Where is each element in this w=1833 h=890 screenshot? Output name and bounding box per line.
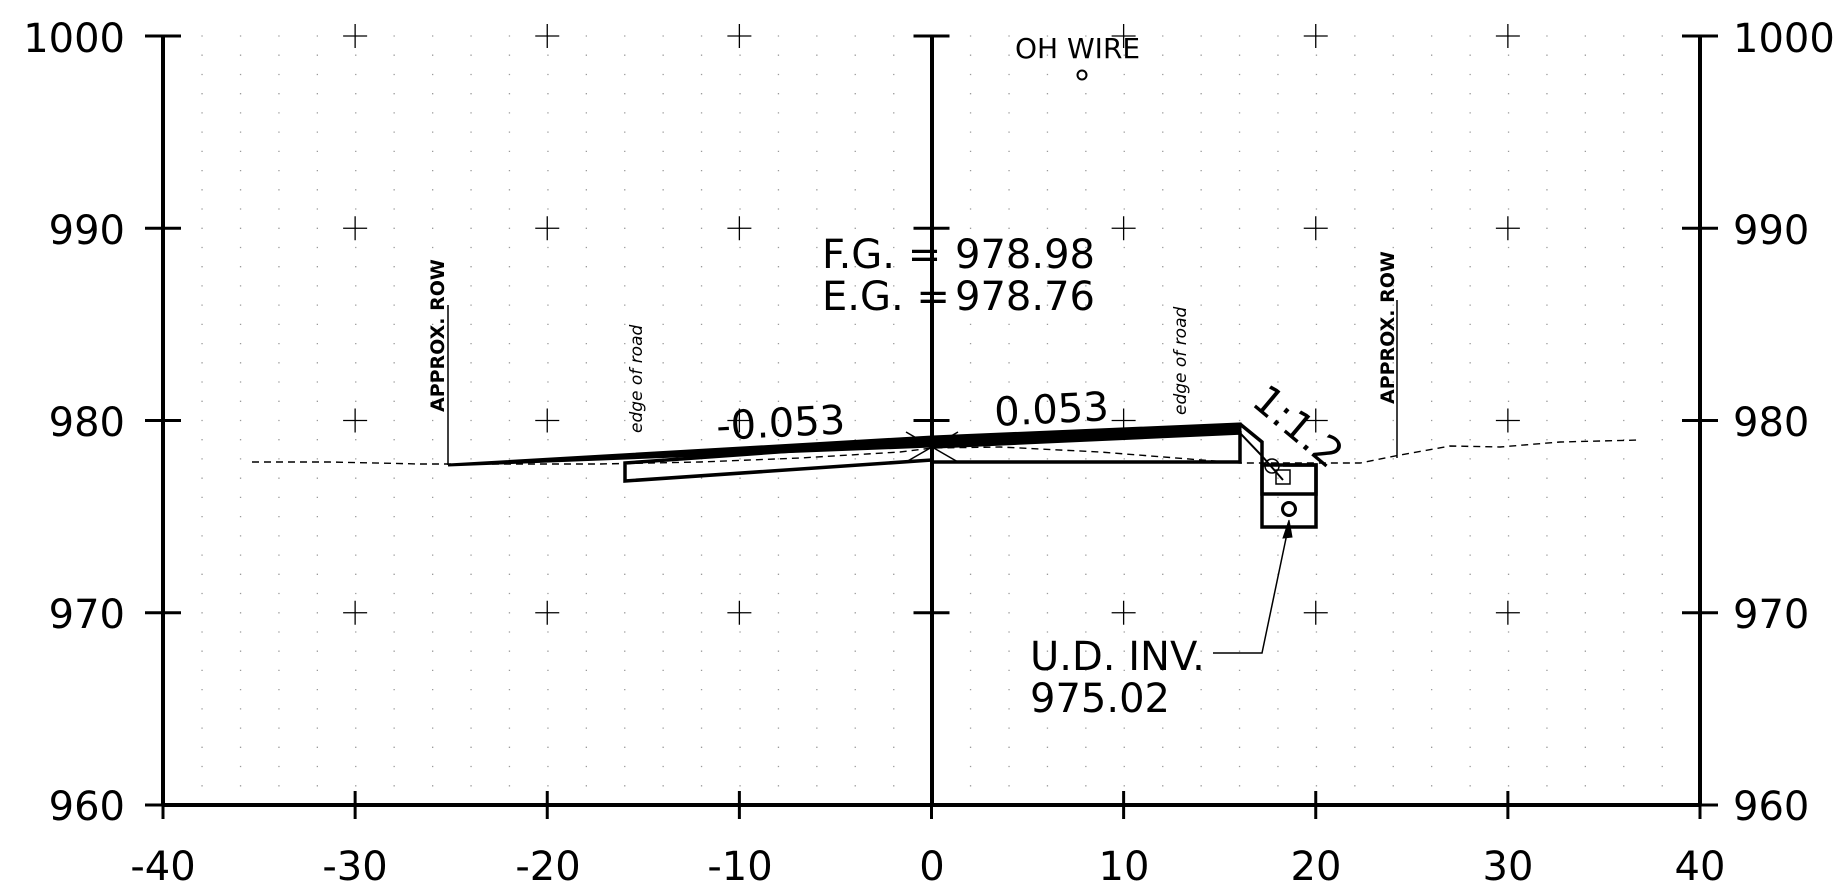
center-mark-b [905, 431, 959, 463]
grid-cross [343, 216, 368, 241]
grid-cross [343, 408, 368, 433]
x-tick-label: -30 [322, 844, 387, 890]
x-tick-label: -40 [130, 844, 195, 890]
underdrain-trench [1260, 463, 1318, 529]
grid-cross [727, 408, 752, 433]
y-tick-label: 980 [1733, 400, 1809, 446]
x-tick-labels: -40 -30 -20 -10 0 10 20 30 40 [130, 844, 1725, 890]
grid-crosses [343, 24, 1520, 625]
fg-value: 978.98 [955, 232, 1095, 278]
approx-row-left-label: APPROX. ROW [427, 259, 449, 412]
y-tick-label: 1000 [23, 16, 125, 62]
grid-cross [727, 600, 752, 625]
grid-cross [535, 408, 560, 433]
eg-value: 978.76 [955, 274, 1095, 320]
y-tick-labels-right: 960 970 980 990 1000 [1733, 16, 1833, 830]
x-tick-label: 20 [1291, 844, 1342, 890]
edge-of-road-right-label: edge of road [1171, 306, 1191, 415]
grid-cross [1495, 408, 1520, 433]
ud-inv-leader [1213, 523, 1290, 654]
grid-cross [1495, 24, 1520, 48]
y-tick-label: 980 [49, 400, 125, 446]
underdrain-pipe [1281, 501, 1297, 517]
trench-detail-circle [1264, 458, 1280, 474]
grid-cross [727, 24, 752, 48]
x-tick-label: 10 [1099, 844, 1150, 890]
slope-right-label: 0.053 [993, 384, 1110, 436]
grid-cross [1111, 24, 1136, 48]
finished-grade-wedge [447, 422, 1242, 467]
y-tick-label: 990 [49, 208, 125, 254]
grid-cross [535, 216, 560, 241]
edge-of-road-left-label: edge of road [627, 324, 647, 433]
proposed-section [447, 69, 1398, 654]
y-tick-label: 960 [1733, 784, 1809, 830]
x-tick-label: -20 [515, 844, 580, 890]
ud-inv-arrowhead [1282, 519, 1293, 539]
grid-cross [1495, 600, 1520, 625]
grid-cross [1303, 600, 1328, 625]
y-tick-label: 970 [1733, 592, 1809, 638]
approx-row-right-label: APPROX. ROW [1377, 251, 1399, 404]
y-tick-label: 990 [1733, 208, 1809, 254]
oh-wire-marker [1076, 69, 1088, 81]
x-tick-label: -10 [707, 844, 772, 890]
y-tick-label: 1000 [1733, 16, 1833, 62]
eg-label: E.G. = [822, 274, 950, 320]
slope-left-label: -0.053 [715, 397, 846, 450]
x-tick-label: 0 [919, 844, 944, 890]
grid-cross [343, 600, 368, 625]
y-tick-labels-left: 960 970 980 990 1000 [23, 16, 125, 830]
ud-inv-value: 975.02 [1030, 676, 1170, 722]
grid-cross [535, 24, 560, 48]
ud-inv-label: U.D. INV. [1030, 634, 1205, 680]
grid-cross [1303, 408, 1328, 433]
grid-cross [1303, 24, 1328, 48]
grid-cross [1303, 216, 1328, 241]
x-tick-label: 30 [1483, 844, 1534, 890]
grid-cross [1111, 600, 1136, 625]
trench-detail-box [1275, 469, 1291, 485]
oh-wire-label: OH WIRE [1015, 32, 1140, 65]
right-pavement-slab [930, 431, 1242, 464]
fg-label: F.G. = [822, 232, 941, 278]
grid-cross [1495, 216, 1520, 241]
y-tick-label: 960 [49, 784, 125, 830]
y-tick-label: 970 [49, 592, 125, 638]
grid-cross [1111, 216, 1136, 241]
grid-cross [343, 24, 368, 48]
grid-cross [535, 600, 560, 625]
axis-ticks [145, 34, 1718, 819]
x-tick-label: 40 [1675, 844, 1726, 890]
grid-cross [727, 216, 752, 241]
